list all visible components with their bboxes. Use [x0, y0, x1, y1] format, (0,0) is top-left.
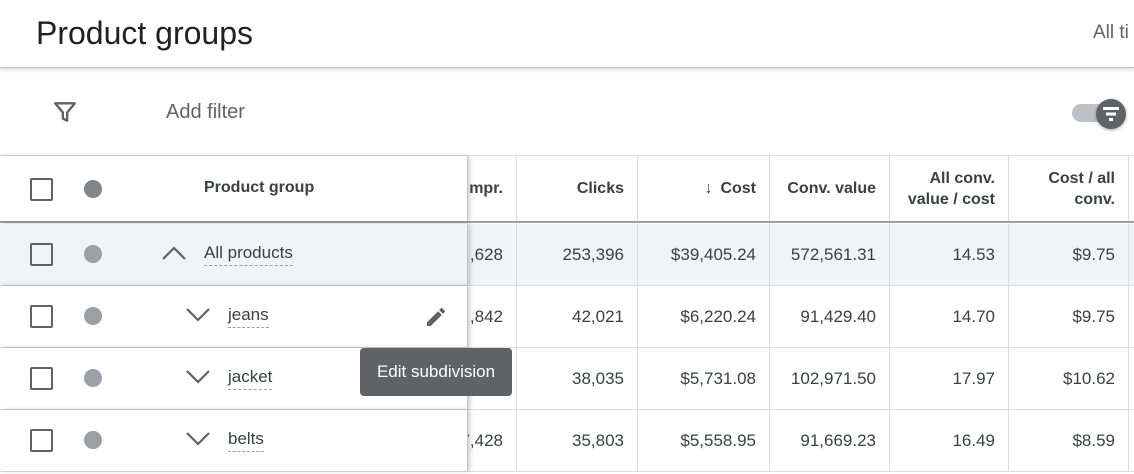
filter-bar: Add filter [0, 69, 1134, 156]
column-header-all-conv-value-cost[interactable]: All conv. value / cost [890, 156, 1009, 221]
pencil-icon[interactable] [424, 305, 448, 329]
cost-all-conv-cell: $9.75 [1009, 286, 1129, 347]
conv-value-cell: 572,561.31 [770, 224, 890, 285]
date-range-selector[interactable]: All ti [1093, 22, 1129, 43]
product-groups-table: mpr. Clicks ↓ Cost Conv. value All conv.… [0, 156, 1134, 474]
table-row: 38,035 $5,731.08 102,971.50 17.97 $10.62… [0, 348, 1134, 410]
all-conv-value-cost-cell: 14.70 [890, 286, 1009, 347]
all-conv-value-cost-cell: 17.97 [890, 348, 1009, 409]
clicks-cell: 42,021 [517, 286, 638, 347]
column-header-cost-label: Cost [720, 180, 756, 197]
status-dot-icon [84, 307, 102, 325]
row-checkbox[interactable] [30, 429, 53, 452]
chevron-up-icon[interactable] [161, 245, 187, 261]
frozen-cells: All products [0, 224, 468, 285]
conv-value-cell: 91,669.23 [770, 410, 890, 471]
cost-cell: $5,558.95 [638, 410, 770, 471]
edit-subdivision-tooltip: Edit subdivision [360, 348, 512, 396]
status-dot-icon [84, 245, 102, 263]
page-header: Product groups All ti [0, 0, 1134, 68]
select-all-checkbox[interactable] [30, 178, 53, 201]
page-title: Product groups [36, 15, 254, 51]
cost-all-conv-cell: $9.75 [1009, 224, 1129, 285]
clicks-cell: 253,396 [517, 224, 638, 285]
product-group-link[interactable]: jeans [228, 305, 269, 328]
table-row: 7,428 35,803 $5,558.95 91,669.23 16.49 $… [0, 410, 1134, 472]
status-header-icon [84, 180, 102, 198]
product-group-link[interactable]: jacket [228, 367, 273, 390]
clicks-cell: 35,803 [517, 410, 638, 471]
clicks-cell: 38,035 [517, 348, 638, 409]
column-header-conv-value[interactable]: Conv. value [770, 156, 890, 221]
column-header-cost[interactable]: ↓ Cost [638, 156, 770, 221]
segment-toggle-icon [1096, 99, 1126, 129]
status-dot-icon [84, 431, 102, 449]
row-checkbox[interactable] [30, 305, 53, 328]
column-header-cost-all-conv[interactable]: Cost / all conv. [1009, 156, 1129, 221]
table-row: ,842 42,021 $6,220.24 91,429.40 14.70 $9… [0, 286, 1134, 348]
cost-cell: $39,405.24 [638, 224, 770, 285]
impr-cell [468, 348, 517, 409]
frozen-cells: belts [0, 410, 468, 471]
impr-cell: ,842 [468, 286, 517, 347]
chevron-down-icon[interactable] [185, 431, 211, 447]
sort-descending-icon: ↓ [704, 180, 713, 197]
column-header-clicks[interactable]: Clicks [517, 156, 638, 221]
column-header-impr[interactable]: mpr. [468, 156, 517, 221]
chevron-down-icon[interactable] [185, 369, 211, 385]
table-header: mpr. Clicks ↓ Cost Conv. value All conv.… [0, 156, 1134, 223]
impr-cell: ,628 [468, 224, 517, 285]
filter-icon[interactable] [52, 99, 78, 125]
status-dot-icon [84, 369, 102, 387]
all-conv-value-cost-cell: 14.53 [890, 224, 1009, 285]
row-checkbox[interactable] [30, 243, 53, 266]
add-filter-button[interactable]: Add filter [166, 101, 245, 123]
cost-cell: $6,220.24 [638, 286, 770, 347]
frozen-cells: jeans [0, 286, 468, 347]
frozen-header: Product group [0, 156, 468, 221]
all-conv-value-cost-cell: 16.49 [890, 410, 1009, 471]
cost-cell: $5,731.08 [638, 348, 770, 409]
chevron-down-icon[interactable] [185, 307, 211, 323]
cost-all-conv-cell: $10.62 [1009, 348, 1129, 409]
column-header-product-group[interactable]: Product group [204, 179, 315, 196]
product-group-link[interactable]: belts [228, 429, 264, 452]
impr-cell: 7,428 [468, 410, 517, 471]
segment-toggle[interactable] [1072, 99, 1134, 129]
row-checkbox[interactable] [30, 367, 53, 390]
table-row: ,628 253,396 $39,405.24 572,561.31 14.53… [0, 224, 1134, 286]
conv-value-cell: 102,971.50 [770, 348, 890, 409]
cost-all-conv-cell: $8.59 [1009, 410, 1129, 471]
conv-value-cell: 91,429.40 [770, 286, 890, 347]
product-group-link[interactable]: All products [204, 243, 293, 266]
